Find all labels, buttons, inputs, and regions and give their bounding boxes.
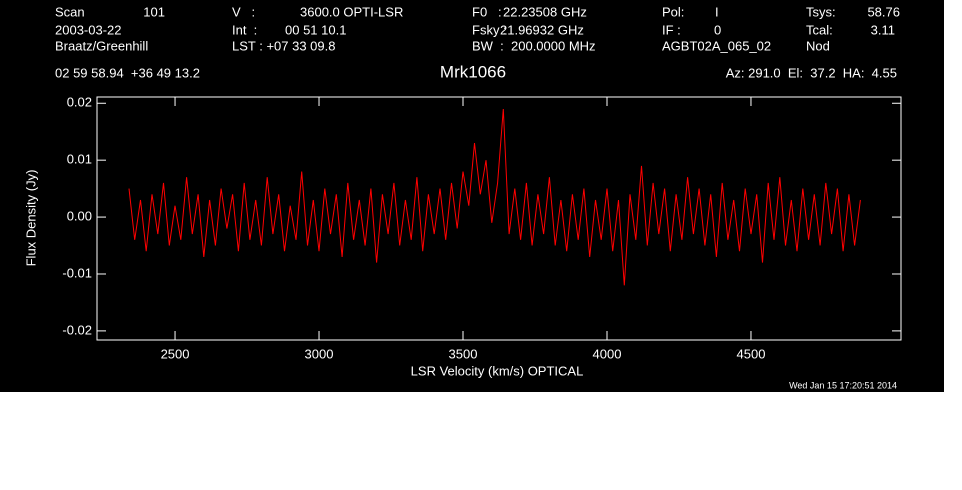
x-tick-label: 4000: [593, 346, 622, 361]
plot-background: [0, 0, 944, 392]
header-text: 3600.0 OPTI-LSR: [300, 4, 403, 19]
chart-title: Mrk1066: [440, 62, 506, 81]
header-text: V :: [232, 4, 255, 19]
x-tick-label: 4500: [737, 346, 766, 361]
y-tick-label: -0.01: [62, 265, 92, 280]
header-text: Tsys:: [806, 4, 836, 19]
header-text: 101: [143, 4, 165, 19]
header-text: Scan: [55, 4, 85, 19]
header-text: AGBT02A_065_02: [662, 38, 771, 53]
header-text: Wed Jan 15 17:20:51 2014: [789, 380, 897, 390]
header-text: 21.96932 GHz: [500, 22, 584, 37]
header-text: IF :: [662, 22, 681, 37]
header-text: 22.23508 GHz: [503, 4, 587, 19]
header-text: Nod: [806, 38, 830, 53]
x-axis-label: LSR Velocity (km/s) OPTICAL: [411, 363, 584, 378]
y-axis-label: Flux Density (Jy): [23, 170, 38, 267]
x-tick-label: 3000: [305, 346, 334, 361]
x-tick-label: 2500: [161, 346, 190, 361]
header-text: Az: 291.0 El: 37.2 HA: 4.55: [726, 65, 897, 80]
plot-frame: [96, 96, 902, 341]
header-text: Braatz/Greenhill: [55, 38, 148, 53]
header-text: 00 51 10.1: [285, 22, 346, 37]
y-tick-label: 0.00: [67, 209, 92, 224]
header-text: LST : +07 33 09.8: [232, 38, 335, 53]
header-text: 58.76: [867, 4, 900, 19]
header-text: I: [715, 4, 719, 19]
y-tick-label: 0.02: [67, 95, 92, 110]
header-text: Tcal:: [806, 22, 833, 37]
spectrum-line: [128, 108, 861, 286]
header-text: Int :: [232, 22, 257, 37]
header-text: BW : 200.0000 MHz: [472, 38, 596, 53]
header-text: F0 :: [472, 4, 502, 19]
header-text: 3.11: [871, 22, 895, 37]
x-tick-label: 3500: [449, 346, 478, 361]
header-text: 02 59 58.94 +36 49 13.2: [55, 65, 200, 80]
header-text: Pol:: [662, 4, 684, 19]
header-text: 0: [714, 22, 721, 37]
y-tick-label: 0.01: [67, 152, 92, 167]
header-text: 2003-03-22: [55, 22, 122, 37]
header-text: Fsky :: [472, 22, 507, 37]
y-tick-label: -0.02: [62, 322, 92, 337]
